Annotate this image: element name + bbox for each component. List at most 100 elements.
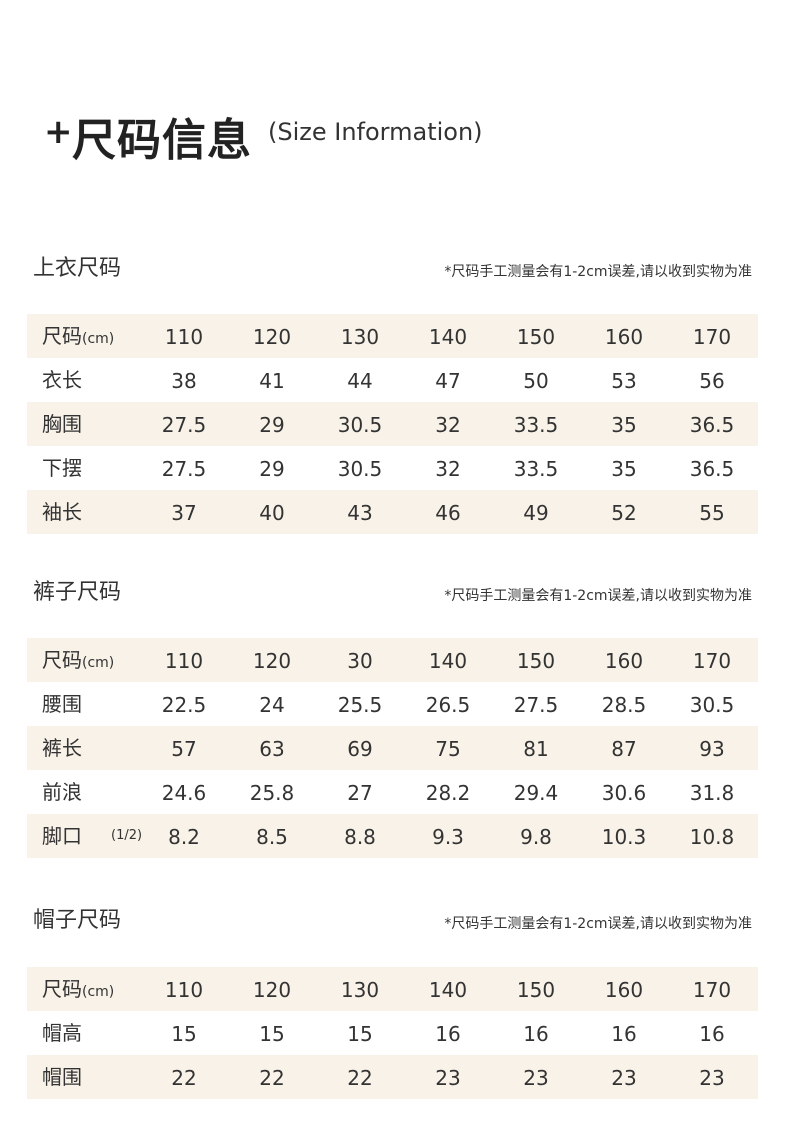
cell-value: 120 (252, 978, 292, 1002)
table-row: 尺码(cm) 110 120 30 140 150 160 170 (27, 638, 758, 682)
row-unit: (cm) (82, 984, 115, 1000)
cell-value: 170 (692, 649, 732, 673)
table-row: 尺码(cm) 110 120 130 140 150 160 170 (27, 967, 758, 1011)
row-label: 衣长 (42, 358, 82, 402)
row-label-text: 裤长 (42, 736, 82, 760)
cell-value: 35 (611, 457, 637, 481)
cell-value: 33.5 (513, 413, 559, 437)
cell-value: 130 (340, 978, 380, 1002)
cell-value: 63 (259, 737, 285, 761)
cell-value: 35 (611, 413, 637, 437)
row-label: 下摆 (42, 446, 82, 490)
cell-value: 15 (171, 1022, 197, 1046)
cell-value: 23 (699, 1066, 725, 1090)
table-row: 腰围 22.5 24 25.5 26.5 27.5 28.5 30.5 (27, 682, 758, 726)
table-row: 前浪 24.6 25.8 27 28.2 29.4 30.6 31.8 (27, 770, 758, 814)
cell-value: 15 (347, 1022, 373, 1046)
table-row: 帽围 22 22 22 23 23 23 23 (27, 1055, 758, 1099)
row-label-text: 尺码 (42, 648, 82, 672)
cell-value: 33.5 (513, 457, 559, 481)
cell-value: 50 (523, 369, 549, 393)
cell-value: 29 (259, 457, 285, 481)
cell-value: 69 (347, 737, 373, 761)
cell-value: 150 (516, 325, 556, 349)
cell-value: 160 (604, 978, 644, 1002)
cell-value: 44 (347, 369, 373, 393)
cell-value: 30.5 (689, 693, 735, 717)
table-row: 尺码(cm) 110 120 130 140 150 160 170 (27, 314, 758, 358)
cell-value: 40 (259, 501, 285, 525)
cell-value: 22 (259, 1066, 285, 1090)
cell-value: 27.5 (513, 693, 559, 717)
cell-value: 22.5 (161, 693, 207, 717)
cell-value: 23 (435, 1066, 461, 1090)
cell-value: 16 (699, 1022, 725, 1046)
row-label: 尺码(cm) (42, 314, 114, 361)
cell-value: 120 (252, 649, 292, 673)
section-note: *尺码手工测量会有1-2cm误差,请以收到实物为准 (444, 916, 752, 932)
cell-value: 29 (259, 413, 285, 437)
cell-value: 55 (699, 501, 725, 525)
cell-value: 22 (347, 1066, 373, 1090)
cell-value: 81 (523, 737, 549, 761)
table-row: 帽高 15 15 15 16 16 16 16 (27, 1011, 758, 1055)
table-row: 胸围 27.5 29 30.5 32 33.5 35 36.5 (27, 402, 758, 446)
section-title: 帽子尺码 (33, 908, 122, 933)
cell-value: 8.8 (344, 825, 376, 849)
cell-value: 24 (259, 693, 285, 717)
cell-value: 32 (435, 413, 461, 437)
cell-value: 29.4 (513, 781, 559, 805)
row-label-text: 袖长 (42, 500, 82, 524)
table-row: 裤长 57 63 69 75 81 87 93 (27, 726, 758, 770)
cell-value: 16 (523, 1022, 549, 1046)
cell-value: 27 (347, 781, 373, 805)
cell-value: 27.5 (161, 457, 207, 481)
cell-value: 140 (428, 325, 468, 349)
cell-value: 28.5 (601, 693, 647, 717)
cell-value: 46 (435, 501, 461, 525)
cell-value: 26.5 (425, 693, 471, 717)
row-label-text: 前浪 (42, 780, 82, 804)
cell-value: 22 (171, 1066, 197, 1090)
cell-value: 24.6 (161, 781, 207, 805)
row-label: 尺码(cm) (42, 638, 114, 685)
cell-value: 30.5 (337, 457, 383, 481)
cell-value: 120 (252, 325, 292, 349)
row-label: 尺码(cm) (42, 967, 114, 1014)
cell-value: 56 (699, 369, 725, 393)
cell-value: 49 (523, 501, 549, 525)
cell-value: 37 (171, 501, 197, 525)
cell-value: 87 (611, 737, 637, 761)
cell-value: 9.8 (520, 825, 552, 849)
cell-value: 10.3 (601, 825, 647, 849)
row-label-text: 脚口 (42, 824, 82, 848)
cell-value: 47 (435, 369, 461, 393)
row-label-text: 尺码 (42, 324, 82, 348)
row-label: 胸围 (42, 402, 82, 446)
cell-value: 10.8 (689, 825, 735, 849)
cell-value: 150 (516, 978, 556, 1002)
table-row: 脚口 (1/2) 8.2 8.5 8.8 9.3 9.8 10.3 10.8 (27, 814, 758, 858)
cell-value: 23 (523, 1066, 549, 1090)
cell-value: 110 (164, 649, 204, 673)
cell-value: 31.8 (689, 781, 735, 805)
cell-value: 28.2 (425, 781, 471, 805)
row-label: 帽围 (42, 1055, 82, 1099)
cell-value: 25.8 (249, 781, 295, 805)
cell-value: 15 (259, 1022, 285, 1046)
page-subtitle: (Size Information) (268, 118, 483, 146)
cell-value: 25.5 (337, 693, 383, 717)
page-title: 尺码信息 (72, 115, 252, 166)
cell-value: 110 (164, 325, 204, 349)
row-unit: (cm) (82, 331, 115, 347)
cell-value: 150 (516, 649, 556, 673)
cell-value: 16 (611, 1022, 637, 1046)
row-label: 腰围 (42, 682, 82, 726)
row-label: 袖长 (42, 490, 82, 534)
cell-value: 9.3 (432, 825, 464, 849)
cell-value: 170 (692, 325, 732, 349)
row-label: 帽高 (42, 1011, 82, 1055)
cell-value: 38 (171, 369, 197, 393)
cell-value: 30.5 (337, 413, 383, 437)
